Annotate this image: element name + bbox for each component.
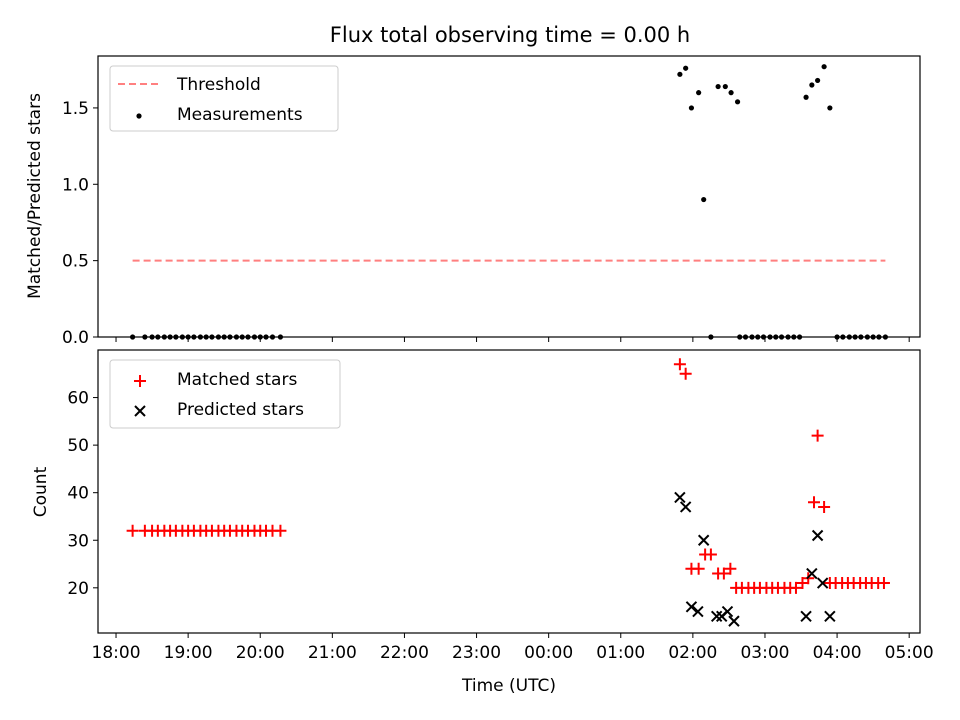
matched-star-point	[274, 524, 287, 537]
top-legend-box	[109, 65, 339, 132]
top-plot-frame	[97, 55, 921, 338]
measurement-point	[722, 83, 728, 90]
matched-star-point	[789, 581, 802, 594]
x-tick-label: 20:00	[236, 643, 285, 663]
measurement-point	[701, 196, 707, 203]
y-tick-label: 20	[67, 579, 89, 599]
measurement-point	[728, 90, 734, 96]
legend-measurements-label: Measurements	[177, 105, 303, 125]
bottom-legend-box	[109, 359, 341, 429]
predicted-star-point	[685, 601, 698, 613]
matched-star-point	[811, 429, 824, 442]
matched-star-point	[808, 496, 821, 509]
measurement-point	[715, 83, 721, 90]
y-tick-label: 50	[67, 436, 89, 456]
predicted-star-point	[679, 501, 692, 513]
matched-star-point	[679, 367, 692, 380]
measurement-point	[803, 94, 809, 100]
matched-star-point	[692, 562, 705, 575]
predicted-star-point	[816, 577, 829, 589]
x-tick-label: 00:00	[524, 643, 573, 663]
legend-matched-swatch	[134, 375, 146, 387]
bottom-data-marks	[126, 358, 890, 627]
y-tick-label: 60	[67, 389, 89, 409]
x-tick-label: 22:00	[380, 643, 429, 663]
bottom-panel: 18:00 19:00 20:00 21:00 22:00 23:00 00:00 01:00…	[31, 349, 934, 696]
predicted-star-point	[806, 567, 818, 580]
measurement-point	[815, 77, 821, 84]
x-axis-label: Time (UTC)	[461, 676, 556, 696]
predicted-star-point	[824, 610, 836, 623]
predicted-star-point	[800, 610, 812, 623]
x-tick-label: 04:00	[813, 643, 862, 663]
matched-star-point	[673, 358, 686, 371]
matched-star-point	[877, 577, 890, 590]
x-tick-label: 01:00	[596, 643, 645, 663]
x-tick-label: 05:00	[885, 643, 934, 663]
measurement-point	[696, 90, 702, 96]
matched-star-point	[724, 562, 737, 575]
y-tick-label: 30	[67, 531, 89, 551]
top-axes: 0.0 0.5 1.0 1.5	[62, 99, 910, 348]
x-tick-label: 03:00	[740, 643, 789, 663]
bottom-legend: Matched stars Predicted stars	[109, 359, 341, 429]
legend-predicted-label: Predicted stars	[177, 400, 304, 420]
bottom-plot-frame	[97, 349, 921, 634]
y-tick-label: 1.5	[62, 99, 89, 119]
legend-threshold-label: Threshold	[176, 75, 261, 95]
predicted-star-point	[811, 529, 824, 542]
measurement-point	[827, 105, 833, 111]
y-tick-label: 1.0	[62, 175, 89, 195]
x-tick-label: 21:00	[308, 643, 357, 663]
matched-star-point	[126, 524, 139, 537]
figure-title: Flux total observing time = 0.00 h	[330, 23, 690, 47]
legend-measurements-swatch	[136, 113, 142, 119]
bottom-axes: 18:00 19:00 20:00 21:00 22:00 23:00 00:00 01:00…	[67, 389, 933, 663]
top-legend: Threshold Measurements	[109, 65, 339, 132]
matched-star-point	[717, 567, 730, 580]
top-y-axis-label: Matched/Predicted stars	[25, 93, 45, 299]
y-tick-label: 40	[67, 484, 89, 504]
measurement-point	[683, 65, 689, 71]
measurement-point	[809, 82, 815, 88]
measurement-point	[821, 64, 827, 70]
top-panel: 0.0 0.5 1.0 1.5 Matched/Predicted stars Thr…	[25, 55, 921, 348]
bottom-y-axis-label: Count	[31, 466, 51, 517]
x-tick-label: 02:00	[668, 643, 717, 663]
legend-matched-label: Matched stars	[177, 370, 297, 390]
y-tick-label: 0.5	[62, 252, 89, 272]
matched-star-point	[704, 548, 717, 561]
measurement-point	[734, 99, 741, 105]
y-tick-label: 0.0	[62, 328, 89, 348]
legend-predicted-swatch	[134, 405, 146, 417]
matched-star-point	[818, 500, 831, 513]
predicted-star-point	[710, 610, 723, 623]
x-tick-label: 18:00	[92, 643, 141, 663]
predicted-star-point	[692, 605, 704, 618]
measurement-point	[677, 71, 683, 77]
measurement-point	[688, 105, 695, 111]
x-tick-label: 23:00	[452, 643, 501, 663]
predicted-star-point	[697, 534, 710, 546]
predicted-star-point	[721, 605, 734, 618]
predicted-star-point	[728, 615, 740, 627]
x-tick-label: 19:00	[164, 643, 213, 663]
predicted-star-point	[674, 491, 686, 504]
